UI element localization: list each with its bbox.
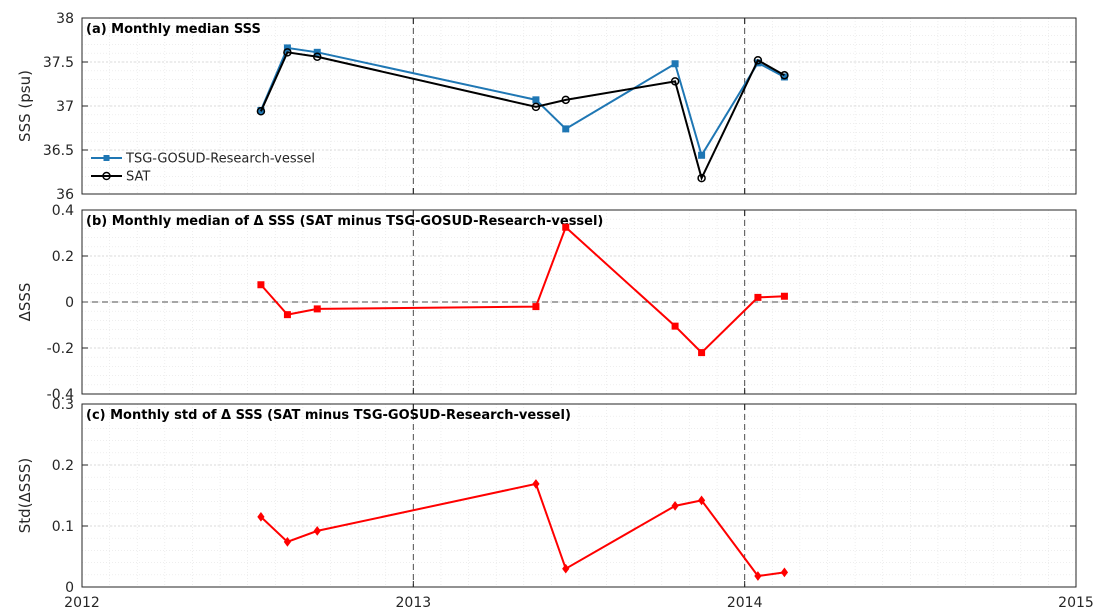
data-point: [283, 48, 292, 57]
y-tick-label: 36: [56, 187, 74, 203]
data-point: [780, 70, 789, 80]
series-line: [259, 46, 785, 158]
data-point: [562, 223, 570, 231]
y-tick-label: 0.4: [52, 203, 74, 219]
plot-frame: [81, 403, 1077, 588]
data-point: [561, 95, 570, 105]
series-0: [257, 223, 788, 357]
y-tick-label: 0.2: [52, 458, 74, 474]
x-tick-label: 2012: [64, 595, 100, 610]
panel-title: (c) Monthly std of Δ SSS (SAT minus TSG-…: [86, 408, 571, 423]
plot-frame: [81, 209, 1077, 395]
data-point: [562, 563, 570, 574]
series-line: [260, 482, 785, 578]
plot-frame: [81, 17, 1077, 195]
data-point: [698, 349, 706, 357]
data-point: [283, 537, 292, 547]
data-point: [531, 102, 541, 112]
data-point: [697, 173, 706, 183]
data-point: [532, 479, 540, 489]
data-point: [312, 52, 322, 61]
x-tick-label: 2013: [396, 595, 432, 610]
y-tick-label: 38: [56, 11, 74, 27]
data-point: [313, 48, 321, 56]
y-tick-label: 0.3: [52, 397, 74, 413]
legend: TSG-GOSUD-Research-vessel SAT: [91, 152, 315, 185]
series-1: [256, 48, 789, 183]
data-point: [257, 512, 265, 522]
data-point: [532, 303, 540, 311]
y-axis-title: SSS (psu): [16, 70, 34, 142]
data-point: [562, 125, 570, 133]
data-point: [671, 322, 679, 330]
data-point: [697, 495, 706, 506]
data-point: [753, 55, 763, 65]
data-point: [257, 281, 265, 289]
x-tick-label: 2014: [727, 595, 763, 610]
legend-label: TSG-GOSUD-Research-vessel: [125, 152, 315, 167]
panel-b: -0.4 -0.2 0 0.2 0.4 ΔSSS (b) Monthly median of…: [16, 203, 1077, 403]
y-tick-label: 0.2: [52, 249, 74, 265]
series-0: [257, 44, 788, 159]
data-point: [671, 501, 679, 511]
y-tick-label: 0: [65, 580, 74, 596]
y-tick-label: 37.5: [43, 55, 74, 71]
data-point: [256, 107, 266, 116]
y-axis-title: Std(ΔSSS): [16, 458, 34, 533]
panel-title: (b) Monthly median of Δ SSS (SAT minus T…: [86, 214, 603, 229]
y-tick-label: -0.4: [47, 387, 74, 403]
y-tick-label: 36.5: [43, 143, 74, 159]
y-axis-title: ΔSSS: [16, 283, 34, 322]
data-point: [754, 571, 762, 581]
data-point: [283, 44, 291, 52]
legend-marker: [102, 171, 111, 181]
series-line: [260, 51, 785, 182]
data-point: [754, 293, 762, 301]
data-point: [698, 151, 706, 159]
y-tick-label: 37: [56, 99, 74, 115]
series-0: [257, 479, 789, 581]
data-point: [313, 305, 321, 313]
x-tick-label: 2015: [1058, 595, 1094, 610]
data-point: [780, 567, 789, 578]
data-point: [780, 292, 788, 300]
y-tick-label: 0: [65, 295, 74, 311]
panel-title: (a) Monthly median SSS: [86, 22, 261, 37]
panel-c: 0 0.1 0.2 0.3 2012 2013 2014 2015 Std(ΔSSS) (c) M…: [16, 397, 1094, 610]
data-point: [532, 96, 540, 104]
series-line: [260, 225, 785, 355]
legend-label: SAT: [126, 170, 150, 185]
data-point: [671, 60, 679, 68]
data-point: [670, 77, 680, 86]
panel-a: 36 36.5 37 37.5 38 SSS (psu) (a) Monthly media…: [16, 11, 1077, 203]
y-tick-label: 0.1: [52, 519, 74, 535]
y-tick-label: -0.2: [47, 341, 74, 357]
data-point: [313, 526, 321, 536]
data-point: [283, 311, 291, 319]
legend-marker: [103, 155, 110, 161]
